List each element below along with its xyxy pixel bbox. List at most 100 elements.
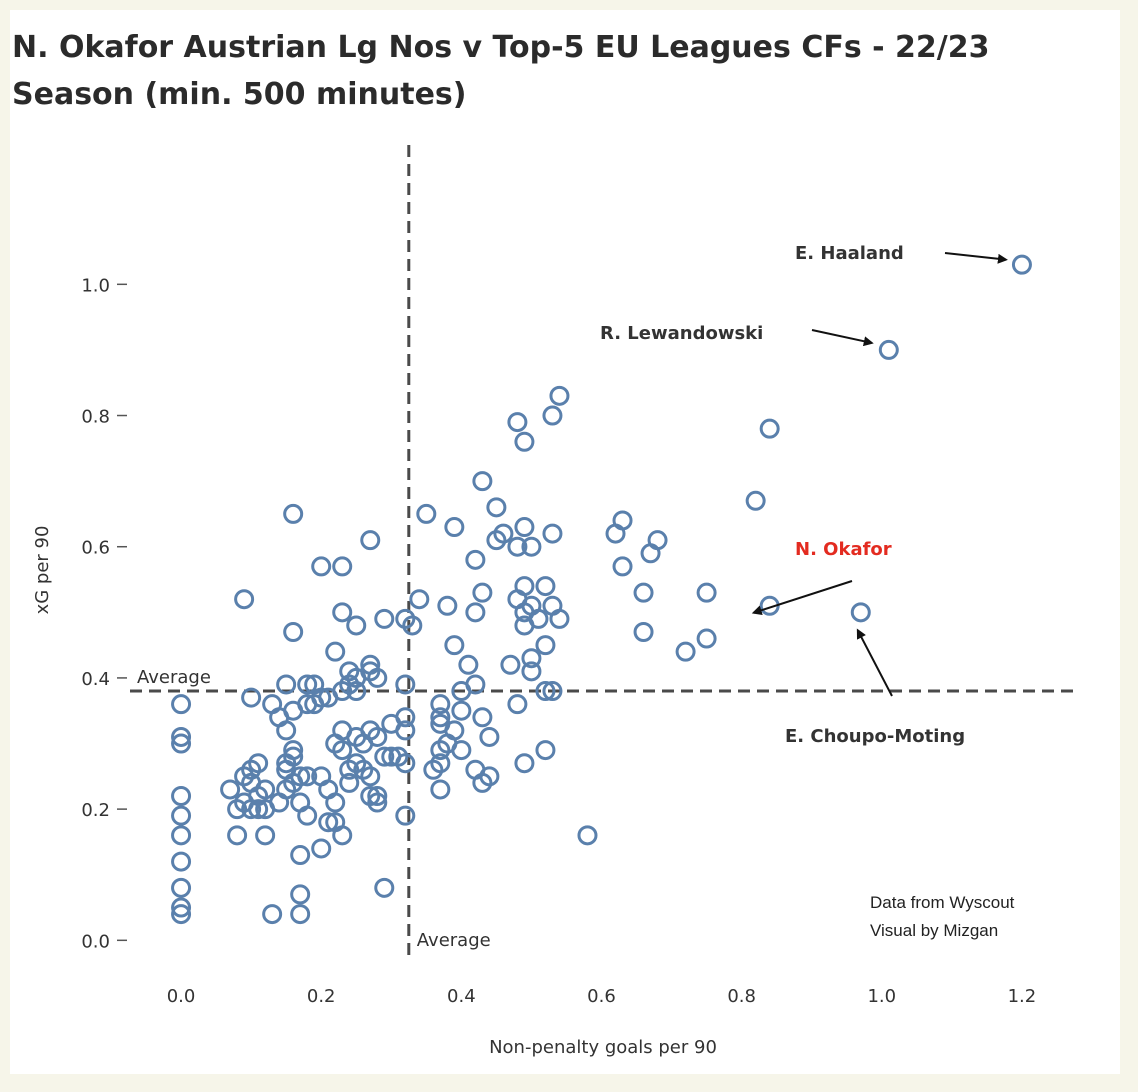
scatter-point (542, 681, 563, 702)
scatter-point (283, 503, 304, 524)
scatter-point (416, 503, 437, 524)
scatter-point (171, 904, 192, 925)
scatter-point (367, 667, 388, 688)
reference-lines: Average Average (130, 145, 1075, 955)
scatter-point (290, 845, 311, 866)
scatter-point (451, 681, 472, 702)
scatter-point (472, 471, 493, 492)
scatter-point (850, 602, 871, 623)
annotation-label: E. Choupo-Moting (785, 726, 965, 747)
y-tick-label: 0.2 (81, 800, 110, 821)
scatter-point (255, 779, 276, 800)
scatter-point (374, 608, 395, 629)
scatter-point (521, 661, 542, 682)
chart-title: N. Okafor Austrian Lg Nos v Top-5 EU Lea… (12, 30, 990, 112)
x-axis-label: Non-penalty goals per 90 (489, 1037, 717, 1058)
y-tick-label: 0.6 (81, 538, 110, 559)
scatter-point (220, 779, 241, 800)
scatter-point (514, 615, 535, 636)
scatter-point (577, 825, 598, 846)
scatter-point (283, 746, 304, 767)
scatter-point (290, 884, 311, 905)
annotation-arrow (811, 329, 874, 347)
scatter-point (675, 641, 696, 662)
scatter-point (360, 530, 381, 551)
scatter-point (339, 759, 360, 780)
scatter-point (514, 431, 535, 452)
scatter-point (374, 877, 395, 898)
scatter-point (430, 740, 451, 761)
scatter-point (311, 838, 332, 859)
annotation-arrow (751, 580, 853, 616)
scatter-point (171, 786, 192, 806)
scatter-point (227, 825, 248, 846)
x-tick-label: 1.0 (867, 986, 896, 1007)
scatter-point (255, 825, 276, 846)
scatter-point (304, 674, 325, 695)
scatter-point (633, 582, 654, 603)
scatter-point (535, 681, 556, 702)
scatter-point (367, 792, 388, 813)
x-tick-label: 0.8 (727, 986, 756, 1007)
scatter-point (395, 805, 416, 826)
scatter-point (332, 602, 353, 623)
x-tick-label: 0.6 (587, 986, 616, 1007)
scatter-point (878, 339, 899, 360)
scatter-point (262, 904, 283, 925)
annotation-arrow (944, 252, 1008, 264)
scatter-point (171, 805, 192, 826)
scatter-point (451, 740, 472, 761)
scatter-point (381, 713, 402, 734)
scatter-point (535, 635, 556, 656)
scatter-point (395, 753, 416, 774)
scatter-point (486, 530, 507, 551)
y-axis-label: xG per 90 (32, 526, 53, 615)
scatter-point (283, 622, 304, 642)
annotation-arrow (856, 628, 893, 697)
annotation-label: R. Lewandowski (600, 323, 763, 344)
scatter-point (696, 628, 717, 649)
scatter-point (430, 779, 451, 800)
x-tick-label: 0.4 (447, 986, 476, 1007)
scatter-point (171, 694, 192, 715)
scatter-point (171, 897, 192, 918)
scatter-point (696, 582, 717, 603)
scatter-point (465, 602, 486, 623)
scatter-point (759, 418, 780, 439)
scatter-point (374, 746, 395, 767)
scatter-point (479, 726, 500, 747)
scatter-point (346, 681, 367, 702)
scatter-point (332, 556, 353, 577)
scatter-point (458, 654, 479, 675)
x-tick-label: 0.2 (307, 986, 336, 1007)
scatter-point (171, 726, 192, 747)
player-annotations: E. Haaland R. Lewandowski N. Okafor E. Chou… (600, 243, 1008, 747)
scatter-point (521, 648, 542, 669)
scatter-point (542, 405, 563, 426)
average-label-x: Average (417, 930, 491, 951)
scatter-point (241, 687, 262, 708)
scatter-point (507, 536, 528, 557)
scatter-point (430, 694, 451, 715)
scatter-point (423, 759, 444, 780)
scatter-point (297, 805, 318, 826)
y-tick-label: 1.0 (81, 275, 110, 296)
scatter-point (612, 556, 633, 577)
scatter-point (745, 490, 766, 511)
scatter-point (248, 753, 269, 774)
scatter-point (521, 536, 542, 557)
scatter-point (262, 694, 283, 715)
scatter-point (367, 786, 388, 806)
scatter-point (451, 700, 472, 721)
scatter-point (332, 825, 353, 846)
scatter-point (290, 904, 311, 925)
scatter-point (234, 792, 255, 813)
scatter-point (297, 674, 318, 695)
scatter-point (171, 877, 192, 898)
scatter-point (332, 740, 353, 761)
credit-data-source: Data from Wyscout (870, 893, 1015, 912)
scatter-point (472, 707, 493, 728)
scatter-point (514, 753, 535, 774)
data-points (171, 254, 1032, 925)
scatter-point (409, 589, 430, 610)
